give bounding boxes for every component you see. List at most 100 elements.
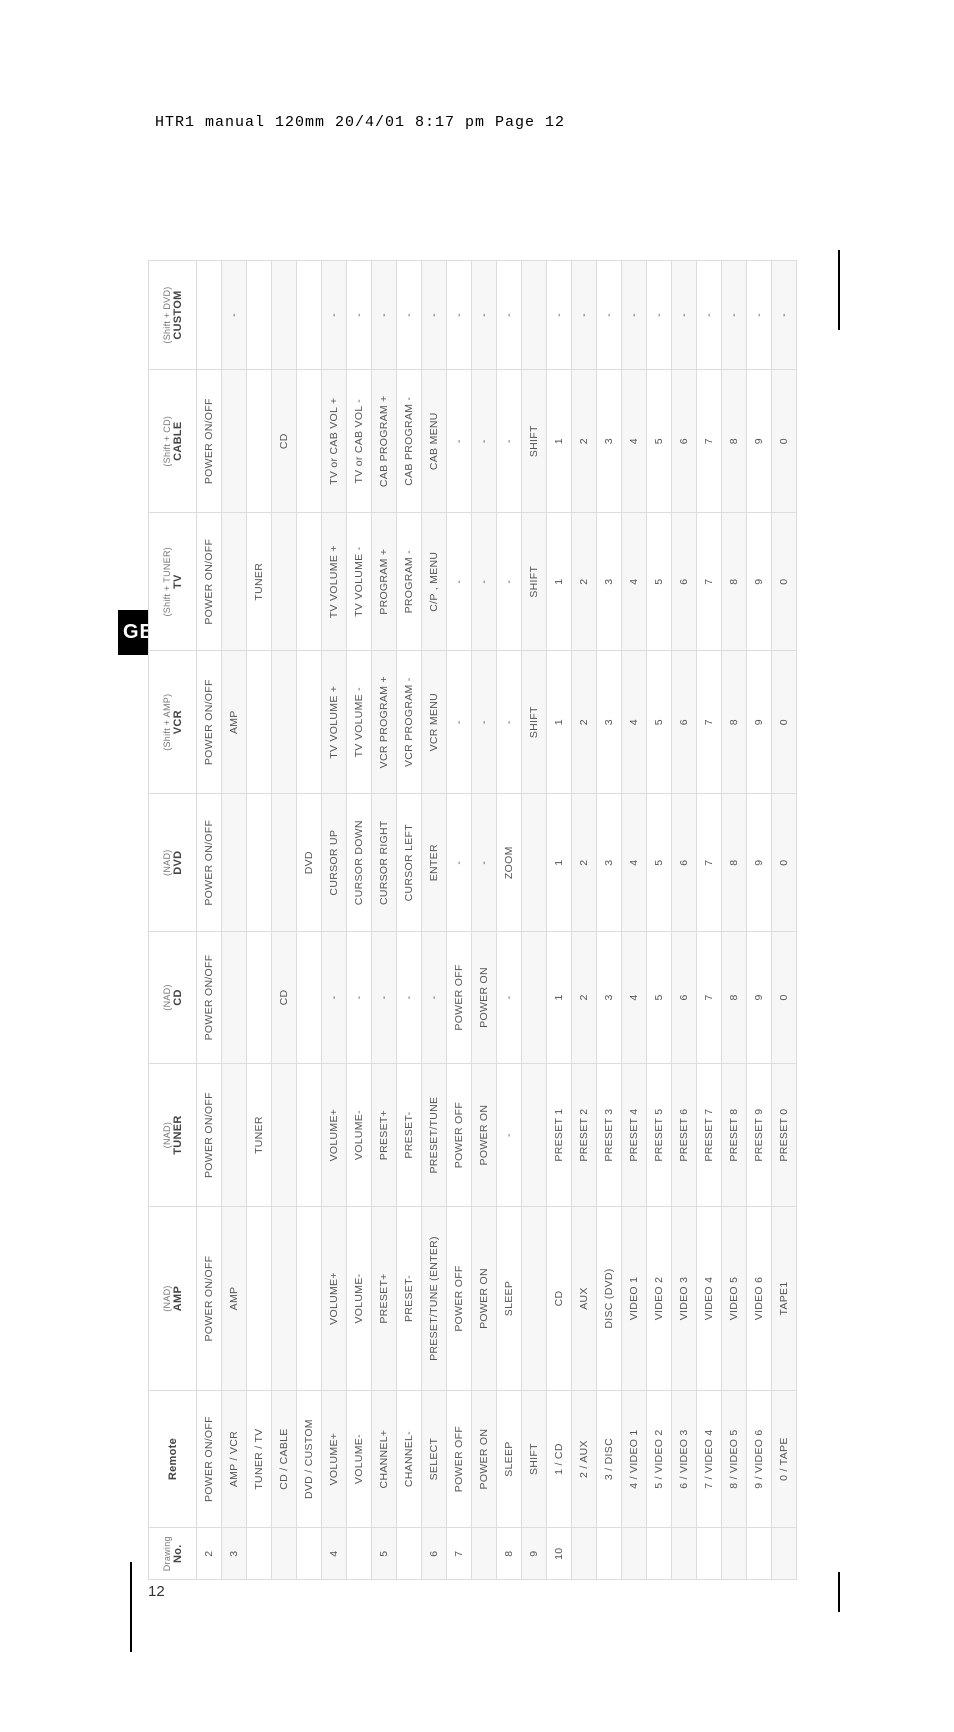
table-cell: 5 [647, 794, 672, 932]
table-cell: TV VOLUME - [347, 651, 372, 794]
table-cell: POWER ON/OFF [197, 651, 222, 794]
table-cell [297, 1528, 322, 1580]
table-row: 5CHANNEL+PRESET+PRESET+-CURSOR RIGHTVCR … [372, 261, 397, 1580]
table-cell [297, 651, 322, 794]
table-cell: 9 [747, 794, 772, 932]
table-cell [297, 370, 322, 513]
table-cell: 5 [647, 651, 672, 794]
table-row: 3AMP / VCRAMPAMP- [222, 261, 247, 1580]
table-cell: 1 / CD [547, 1390, 572, 1528]
table-cell [272, 1528, 297, 1580]
table-cell: PRESET 8 [722, 1063, 747, 1206]
table-cell: - [472, 651, 497, 794]
table-row: 0 / TAPETAPE1PRESET 000000- [772, 261, 797, 1580]
table-cell: CURSOR UP [322, 794, 347, 932]
table-cell: 0 [772, 370, 797, 513]
table-cell [247, 1528, 272, 1580]
table-cell: 8 [722, 370, 747, 513]
table-cell: AMP [222, 651, 247, 794]
column-subheader: (Shift + AMP) [162, 653, 172, 791]
table-cell: 7 [697, 513, 722, 651]
table-cell: - [447, 794, 472, 932]
column-main-header: VCR [172, 653, 184, 791]
table-cell [572, 1528, 597, 1580]
table-cell [347, 1528, 372, 1580]
table-cell: AMP / VCR [222, 1390, 247, 1528]
table-cell: ZOOM [497, 794, 522, 932]
table-cell: - [372, 261, 397, 370]
table-row: 7POWER OFFPOWER OFFPOWER OFFPOWER OFF---… [447, 261, 472, 1580]
table-cell: 5 [647, 932, 672, 1064]
table-cell: VIDEO 3 [672, 1207, 697, 1391]
table-cell [297, 1207, 322, 1391]
table-cell: 8 / VIDEO 5 [722, 1390, 747, 1528]
table-cell: SHIFT [522, 651, 547, 794]
table-cell: - [472, 370, 497, 513]
table-cell: 5 [647, 513, 672, 651]
table-cell: 9 [747, 513, 772, 651]
column-subheader: (NAD) [162, 1209, 172, 1388]
table-cell: VOLUME+ [322, 1207, 347, 1391]
table-cell [247, 261, 272, 370]
table-header-row: DrawingNo.Remote(NAD)AMP(NAD)TUNER(NAD)C… [149, 261, 197, 1580]
column-subheader: (Shift + TUNER) [162, 515, 172, 648]
table-cell: 6 / VIDEO 3 [672, 1390, 697, 1528]
table-cell: CHANNEL+ [372, 1390, 397, 1528]
table-cell: 7 [697, 794, 722, 932]
table-cell: - [672, 261, 697, 370]
table-cell: 4 [322, 1528, 347, 1580]
table-cell [647, 1528, 672, 1580]
table-cell [247, 651, 272, 794]
table-cell: - [322, 261, 347, 370]
table-cell [272, 651, 297, 794]
table-cell: 3 / DISC [597, 1390, 622, 1528]
column-header: (NAD)AMP [149, 1207, 197, 1391]
table-cell: TV or CAB VOL - [347, 370, 372, 513]
table-cell: PRESET 4 [622, 1063, 647, 1206]
table-cell: 3 [597, 370, 622, 513]
column-main-header: Remote [167, 1393, 179, 1526]
table-cell: 5 [372, 1528, 397, 1580]
table-cell: 9 / VIDEO 6 [747, 1390, 772, 1528]
column-header: (NAD)DVD [149, 794, 197, 932]
page-header: HTR1 manual 120mm 20/4/01 8:17 pm Page 1… [155, 114, 565, 131]
column-main-header: CD [172, 934, 184, 1061]
table-cell [472, 1528, 497, 1580]
table-cell: 3 [597, 932, 622, 1064]
table-cell [247, 1207, 272, 1391]
column-main-header: DVD [172, 796, 184, 929]
table-cell [297, 1063, 322, 1206]
table-cell [522, 932, 547, 1064]
column-header: (NAD)CD [149, 932, 197, 1064]
table-cell: - [772, 261, 797, 370]
table-cell: POWER ON/OFF [197, 932, 222, 1064]
table-row: 8 / VIDEO 5VIDEO 5PRESET 888888- [722, 261, 747, 1580]
table-cell: VCR MENU [422, 651, 447, 794]
crop-mark [838, 1572, 840, 1612]
table-cell: - [447, 261, 472, 370]
table-cell: - [472, 794, 497, 932]
table-cell: CURSOR RIGHT [372, 794, 397, 932]
table-cell [222, 513, 247, 651]
table-cell [272, 513, 297, 651]
table-cell: CD [272, 370, 297, 513]
table-cell: PROGRAM + [372, 513, 397, 651]
table-cell: 0 [772, 932, 797, 1064]
table-cell: - [497, 1063, 522, 1206]
table-cell: SHIFT [522, 513, 547, 651]
table-cell: 8 [722, 932, 747, 1064]
table-row: DVD / CUSTOMDVD [297, 261, 322, 1580]
table-cell: - [347, 261, 372, 370]
table-cell: 1 [547, 932, 572, 1064]
table-cell: TAPE1 [772, 1207, 797, 1391]
table-cell: - [572, 261, 597, 370]
table-cell: CHANNEL- [397, 1390, 422, 1528]
table-cell [522, 1207, 547, 1391]
rotated-page-area: DrawingNo.Remote(NAD)AMP(NAD)TUNER(NAD)C… [148, 260, 828, 1580]
table-cell: 10 [547, 1528, 572, 1580]
table-cell [297, 261, 322, 370]
table-cell: TV VOLUME + [322, 513, 347, 651]
table-cell: 4 [622, 932, 647, 1064]
table-cell: ENTER [422, 794, 447, 932]
table-cell: - [397, 932, 422, 1064]
